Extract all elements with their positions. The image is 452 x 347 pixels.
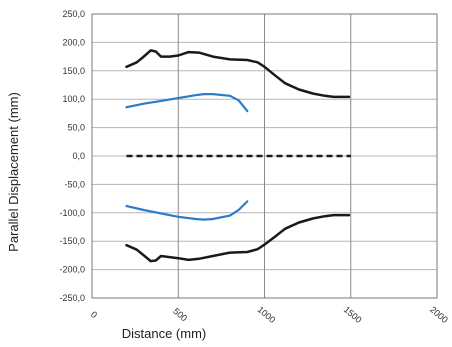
- y-tick-label: 0,0: [72, 151, 85, 161]
- y-tick-label: 50,0: [67, 123, 85, 133]
- y-tick-label: 150,0: [62, 66, 85, 76]
- x-tick-label: 1500: [342, 304, 364, 325]
- x-axis-label: Distance (mm): [122, 326, 207, 341]
- grid-layer: [92, 14, 437, 298]
- plot-area-border: [91, 13, 438, 299]
- y-tick-label: 250,0: [62, 9, 85, 19]
- y-tick-label: -200,0: [59, 265, 85, 275]
- x-tick-label: 0: [89, 309, 99, 320]
- x-tick-label: 1000: [256, 304, 278, 325]
- y-tick-label: -250,0: [59, 293, 85, 303]
- x-tick-label: 2000: [428, 304, 450, 325]
- y-tick-label: 100,0: [62, 94, 85, 104]
- y-tick-label: -50,0: [64, 179, 85, 189]
- series-line-1: [125, 49, 351, 99]
- tick-layer: 250,0 200,0 150,0 100,0 50,0 0,0 -50,0 -100,0 -1…: [59, 9, 449, 325]
- series-line-3: [125, 93, 249, 113]
- y-tick-label: 200,0: [62, 37, 85, 47]
- y-axis-label: Parallel Displacement (mm): [6, 92, 21, 252]
- series-line-4: [125, 200, 249, 221]
- y-tick-label: -150,0: [59, 236, 85, 246]
- y-tick-label: -100,0: [59, 208, 85, 218]
- series-line-2: [125, 213, 351, 263]
- series-layer: [125, 49, 351, 263]
- x-tick-label: 500: [171, 306, 189, 323]
